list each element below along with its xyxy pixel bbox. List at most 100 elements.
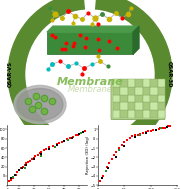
Point: [147, 130, 150, 133]
FancyBboxPatch shape: [150, 79, 158, 87]
Point: [25, 163, 28, 166]
Point: [34, 155, 37, 158]
FancyBboxPatch shape: [113, 102, 120, 110]
Point: [51, 144, 54, 147]
FancyBboxPatch shape: [113, 79, 120, 87]
FancyBboxPatch shape: [120, 79, 128, 87]
Point: [144, 130, 147, 133]
FancyBboxPatch shape: [158, 79, 165, 87]
Text: Membrane: Membrane: [68, 85, 112, 94]
Point: [108, 161, 111, 164]
Point: [163, 126, 166, 129]
Point: [10, 177, 12, 180]
FancyBboxPatch shape: [135, 95, 143, 102]
FancyBboxPatch shape: [128, 79, 135, 87]
Point: [131, 135, 134, 138]
FancyBboxPatch shape: [128, 110, 135, 118]
FancyBboxPatch shape: [158, 110, 165, 118]
Point: [23, 166, 26, 169]
Point: [160, 127, 163, 130]
Point: [123, 145, 126, 148]
Point: [70, 136, 73, 139]
Point: [83, 129, 86, 132]
Circle shape: [26, 10, 154, 139]
Ellipse shape: [17, 88, 63, 121]
FancyBboxPatch shape: [128, 102, 135, 110]
Point: [11, 175, 14, 178]
Point: [139, 132, 142, 135]
Text: Membrane: Membrane: [57, 77, 123, 87]
FancyBboxPatch shape: [150, 95, 158, 102]
FancyBboxPatch shape: [158, 87, 165, 95]
Point: [82, 130, 85, 133]
Point: [82, 130, 85, 133]
Point: [47, 148, 50, 151]
Point: [17, 169, 20, 172]
Point: [112, 154, 115, 157]
Point: [155, 128, 158, 131]
Point: [149, 129, 152, 132]
FancyBboxPatch shape: [143, 95, 150, 102]
FancyBboxPatch shape: [47, 32, 133, 54]
Point: [40, 154, 43, 157]
Point: [144, 132, 147, 135]
Point: [74, 134, 77, 137]
Point: [55, 144, 58, 147]
Point: [57, 142, 60, 145]
FancyBboxPatch shape: [135, 110, 143, 118]
Point: [66, 138, 69, 141]
Point: [165, 125, 168, 129]
FancyBboxPatch shape: [143, 110, 150, 118]
FancyBboxPatch shape: [120, 102, 128, 110]
Point: [32, 156, 35, 159]
FancyBboxPatch shape: [143, 102, 150, 110]
Polygon shape: [47, 26, 139, 32]
Point: [139, 133, 142, 136]
Point: [102, 174, 104, 177]
Point: [78, 132, 81, 135]
FancyBboxPatch shape: [120, 87, 128, 95]
Point: [125, 138, 128, 141]
Point: [45, 147, 47, 150]
Wedge shape: [92, 0, 172, 157]
Point: [157, 127, 160, 130]
Point: [55, 143, 58, 146]
Point: [117, 148, 120, 151]
Y-axis label: Rejection (3D) (log): Rejection (3D) (log): [86, 136, 90, 174]
Point: [106, 165, 109, 168]
Point: [78, 132, 81, 136]
Point: [167, 125, 170, 128]
Point: [133, 135, 136, 138]
Text: QSAR-3D: QSAR-3D: [167, 61, 172, 88]
FancyBboxPatch shape: [143, 87, 150, 95]
FancyBboxPatch shape: [158, 95, 165, 102]
FancyBboxPatch shape: [158, 102, 165, 110]
Point: [115, 156, 118, 159]
Point: [79, 131, 82, 134]
Point: [66, 138, 69, 141]
Point: [155, 129, 158, 132]
Point: [63, 139, 66, 142]
Point: [38, 152, 41, 155]
Point: [19, 167, 22, 170]
Point: [100, 176, 103, 179]
Point: [42, 149, 45, 152]
Point: [47, 146, 50, 149]
FancyBboxPatch shape: [150, 102, 158, 110]
Point: [54, 146, 56, 149]
Ellipse shape: [14, 85, 66, 124]
Point: [29, 159, 31, 162]
FancyBboxPatch shape: [111, 79, 165, 120]
FancyBboxPatch shape: [113, 87, 120, 95]
Point: [40, 152, 43, 155]
Point: [161, 126, 164, 129]
Text: QSAR-VS: QSAR-VS: [7, 61, 12, 87]
Point: [13, 173, 16, 176]
Point: [32, 158, 35, 161]
FancyBboxPatch shape: [135, 79, 143, 87]
Point: [110, 158, 113, 161]
Point: [31, 158, 34, 161]
Point: [60, 140, 63, 143]
Point: [99, 179, 102, 182]
Point: [72, 135, 75, 138]
